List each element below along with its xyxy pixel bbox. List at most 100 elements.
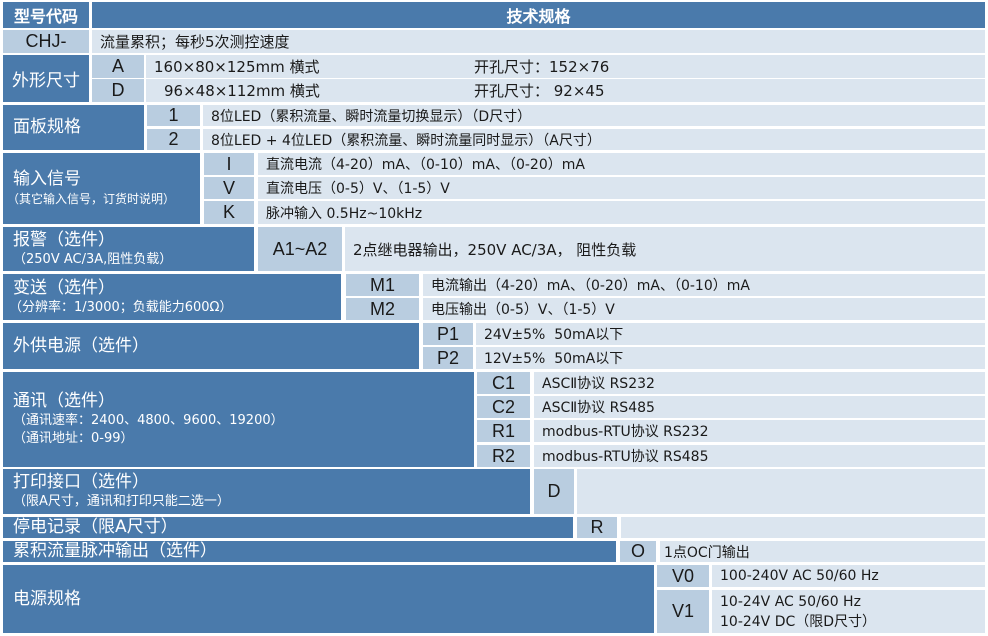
aux-power-code-p1: P1 (423, 323, 473, 345)
alarm-sublabel-text: （250V AC/3A,阻性负载） (13, 251, 173, 267)
comm-sublabel-address: （通讯地址：0-99） (13, 431, 134, 446)
transmit-sublabel-text: （分辨率：1/3000；负载能力600Ω） (9, 299, 233, 315)
transmit-label-text: 变送（选件） (13, 277, 115, 298)
panel-desc-2-text: 8位LED + 4位LED（累积流量、瞬时流量同时显示）（A尺寸） (211, 132, 601, 149)
transmit-code-m2-text: M2 (369, 298, 395, 319)
panel-label: 面板规格 (3, 105, 144, 150)
power-desc-v1-line1: 10-24V AC 50/60 Hz (720, 593, 861, 610)
alarm-desc-text: 2点继电器输出，250V AC/3A， 阻性负载 (353, 240, 637, 259)
print-label-text: 打印接口（选件） (13, 472, 149, 492)
input-desc-v: 直流电压（0-5）V、（1-5）V (258, 177, 985, 199)
pulse-out-label: 累积流量脉冲输出（选件） (3, 541, 616, 562)
comm-desc-c2: ASCⅡ协议 RS485 (534, 396, 985, 418)
dimensions-label-text: 外形尺寸 (12, 71, 80, 91)
comm-desc-r1-text: modbus-RTU协议 RS232 (542, 424, 709, 440)
comm-sublabel-rate: （通讯速率：2400、4800、9600、19200） (13, 413, 284, 428)
power-code-v1-text: V1 (671, 601, 695, 621)
comm-desc-c2-text: ASCⅡ协议 RS485 (542, 400, 655, 416)
power-fail-label-text: 停电记录（限A尺寸） (13, 517, 178, 537)
dim-code-a-text: A (111, 56, 124, 76)
panel-desc-1: 8位LED（累积流量、瞬时流量切换显示）（D尺寸） (203, 105, 985, 126)
panel-code-2-text: 2 (168, 129, 179, 149)
dim-desc-a: 160×80×125mm 横式 开孔尺寸：152×76 (146, 55, 985, 78)
input-code-i: I (204, 153, 254, 175)
alarm-label-text: 报警（选件） (13, 229, 115, 250)
aux-power-code-p2: P2 (423, 347, 473, 369)
dim-size-d: 96×48×112mm 横式 (164, 82, 320, 100)
transmit-code-m1: M1 (346, 274, 419, 296)
pulse-out-code: O (620, 541, 656, 562)
power-fail-desc (621, 517, 985, 538)
panel-code-1: 1 (147, 105, 200, 126)
comm-code-c1-text: C1 (491, 372, 515, 393)
comm-code-c2-text: C2 (491, 396, 515, 417)
transmit-label: 变送（选件） （分辨率：1/3000；负载能力600Ω） (3, 274, 341, 320)
power-desc-v0-text: 100-240V AC 50/60 Hz (720, 568, 879, 584)
dimensions-label: 外形尺寸 (3, 55, 89, 102)
aux-power-desc-p2: 12V±5% 50mA以下 (476, 347, 985, 369)
print-sublabel-text: （限A尺寸，通讯和打印只能二选一） (13, 494, 230, 509)
power-fail-code-text: R (590, 517, 604, 537)
dim-desc-d: 96×48×112mm 横式 开孔尺寸： 92×45 (146, 79, 985, 102)
input-code-k-text: K (222, 202, 235, 222)
comm-desc-c1: ASCⅡ协议 RS232 (534, 372, 985, 394)
comm-desc-r2-text: modbus-RTU协议 RS485 (542, 449, 709, 465)
comm-desc-r2: modbus-RTU协议 RS485 (534, 445, 985, 467)
comm-code-c2: C2 (477, 396, 530, 418)
aux-power-label: 外供电源（选件） (3, 323, 419, 369)
base-desc: 流量累积；每秒5次测控速度 (92, 30, 985, 53)
power-desc-v0: 100-240V AC 50/60 Hz (712, 565, 985, 587)
comm-code-r2: R2 (477, 445, 530, 467)
input-desc-i: 直流电流（4-20）mA、（0-10）mA、（0-20）mA (258, 153, 985, 175)
transmit-desc-m2: 电压输出（0-5）V、（1-5）V (423, 298, 985, 320)
pulse-out-label-text: 累积流量脉冲输出（选件） (13, 541, 217, 561)
dim-code-d: D (92, 79, 144, 102)
print-code: D (534, 469, 574, 514)
transmit-code-m2: M2 (346, 298, 419, 320)
aux-power-code-p2-text: P2 (436, 347, 460, 368)
dim-code-d-text: D (111, 80, 125, 100)
pulse-out-code-text: O (630, 541, 645, 561)
dim-size-a: 160×80×125mm 横式 (154, 58, 320, 76)
aux-power-desc-p2-text: 12V±5% 50mA以下 (484, 351, 624, 367)
power-fail-code: R (577, 517, 617, 538)
aux-power-desc-p1-text: 24V±5% 50mA以下 (484, 327, 624, 343)
print-desc (577, 469, 985, 514)
input-desc-v-text: 直流电压（0-5）V、（1-5）V (266, 181, 450, 197)
dim-cutout-d: 开孔尺寸： 92×45 (474, 82, 605, 100)
comm-code-c1: C1 (477, 372, 530, 394)
base-desc-text: 流量累积；每秒5次测控速度 (100, 33, 290, 51)
input-label-text: 输入信号 (13, 169, 81, 189)
power-desc-v1: 10-24V AC 50/60 Hz 10-24V DC（限D尺寸） (712, 590, 985, 633)
comm-code-r1-text: R1 (491, 420, 515, 441)
aux-power-desc-p1: 24V±5% 50mA以下 (476, 323, 985, 345)
aux-power-code-p1-text: P1 (436, 323, 460, 344)
panel-desc-1-text: 8位LED（累积流量、瞬时流量切换显示）（D尺寸） (211, 108, 532, 125)
header-model-code: 型号代码 (3, 2, 89, 28)
alarm-desc: 2点继电器输出，250V AC/3A， 阻性负载 (345, 227, 985, 271)
comm-desc-r1: modbus-RTU协议 RS232 (534, 420, 985, 442)
base-code-label: CHJ- (25, 31, 67, 51)
transmit-code-m1-text: M1 (369, 274, 395, 295)
power-label: 电源规格 (3, 565, 654, 633)
comm-desc-c1-text: ASCⅡ协议 RS232 (542, 376, 655, 392)
power-code-v0: V0 (657, 565, 709, 587)
aux-power-label-text: 外供电源（选件） (13, 335, 149, 356)
power-fail-label: 停电记录（限A尺寸） (3, 517, 573, 538)
panel-code-2: 2 (147, 129, 200, 150)
input-code-v-text: V (222, 177, 235, 198)
transmit-desc-m1-text: 电流输出（4-20）mA、（0-20）mA、（0-10）mA (431, 278, 750, 294)
pulse-out-desc: 1点OC门输出 (660, 541, 985, 562)
dim-cutout-a: 开孔尺寸：152×76 (474, 58, 610, 76)
panel-code-1-text: 1 (168, 105, 179, 125)
dim-code-a: A (92, 55, 144, 78)
power-code-v1: V1 (657, 590, 709, 633)
print-code-text: D (547, 481, 561, 501)
transmit-desc-m2-text: 电压输出（0-5）V、（1-5）V (431, 302, 615, 318)
input-code-i-text: I (226, 153, 232, 174)
comm-code-r2-text: R2 (491, 445, 515, 466)
base-code: CHJ- (3, 30, 89, 53)
input-desc-k: 脉冲输入 0.5Hz~10kHz (258, 201, 985, 224)
header-model-code-label: 型号代码 (13, 7, 78, 26)
print-label: 打印接口（选件） （限A尺寸，通讯和打印只能二选一） (3, 469, 530, 514)
